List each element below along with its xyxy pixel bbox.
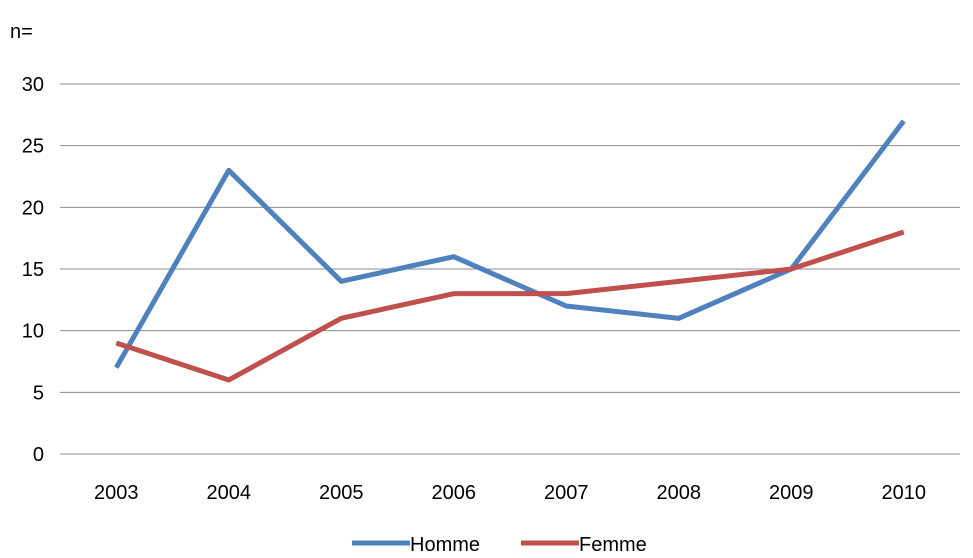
y-tick-label: 5 — [33, 382, 44, 404]
y-tick-label: 30 — [22, 74, 44, 96]
x-tick-label: 2006 — [432, 482, 477, 504]
series-line-homme — [114, 119, 906, 369]
x-tick-label: 2003 — [94, 482, 139, 504]
series-lines — [114, 119, 906, 383]
x-tick-label: 2010 — [882, 482, 927, 504]
y-tick-label: 0 — [33, 444, 44, 466]
y-tick-label: 10 — [22, 321, 44, 343]
x-tick-label: 2009 — [769, 482, 814, 504]
x-tick-label: 2004 — [207, 482, 252, 504]
x-tick-label: 2007 — [544, 482, 589, 504]
series-line-femme — [115, 229, 905, 383]
y-tick-label: 15 — [22, 259, 44, 281]
x-tick-label: 2005 — [319, 482, 364, 504]
legend-label: Femme — [579, 534, 647, 553]
gridlines — [60, 83, 960, 455]
x-tick-label: 2008 — [657, 482, 702, 504]
y-tick-labels: 0 5 10 15 20 25 30 — [22, 74, 44, 466]
y-tick-label: 20 — [22, 197, 44, 219]
y-tick-label: 25 — [22, 136, 44, 158]
x-tick-labels: 2003 2004 2005 2006 2007 2008 2009 2010 — [94, 482, 926, 504]
legend: Homme Femme — [352, 534, 647, 556]
legend-label: Homme — [410, 534, 480, 553]
y-axis-label: n= — [10, 21, 33, 43]
